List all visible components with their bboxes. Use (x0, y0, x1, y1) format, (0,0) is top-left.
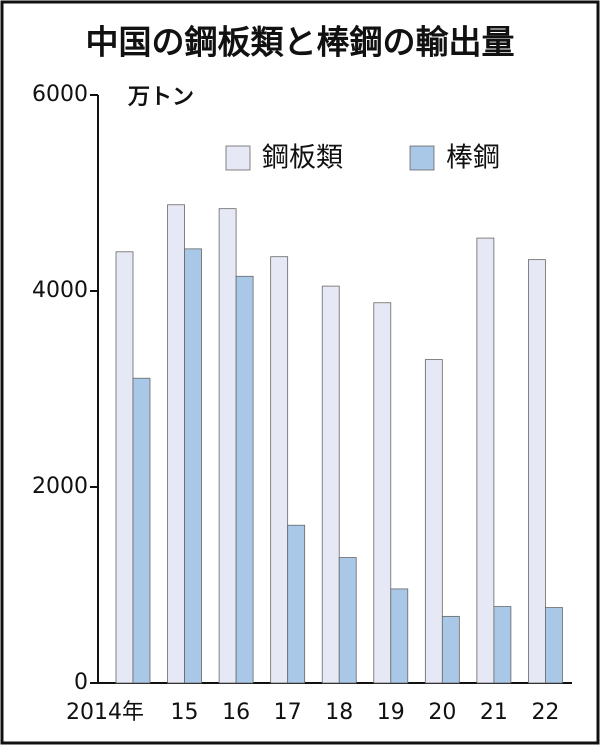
x-tick-label: 22 (531, 700, 559, 725)
bar (338, 557, 357, 684)
bar (115, 251, 134, 684)
bar (270, 256, 289, 684)
bar (321, 285, 340, 684)
x-tick-label: 18 (325, 700, 353, 725)
y-tick-label: 2000 (32, 474, 88, 499)
y-tick-label: 0 (74, 670, 88, 695)
bar (132, 377, 151, 684)
bar (424, 359, 443, 684)
bar (493, 606, 512, 684)
x-tick-label: 20 (428, 700, 456, 725)
x-tick-label: 16 (222, 700, 250, 725)
legend-label: 鋼板類 (262, 143, 343, 174)
unit-label: 万トン (127, 85, 194, 110)
legend-swatch (409, 145, 435, 171)
bar (218, 208, 237, 684)
bar (373, 302, 392, 684)
bar (235, 275, 254, 684)
legend-swatch (225, 145, 251, 171)
bar (287, 524, 306, 684)
chart-title: 中国の鋼板類と棒鋼の輸出量 (86, 23, 515, 62)
x-tick-label: 17 (274, 700, 302, 725)
y-tick-label: 6000 (32, 82, 88, 107)
bar (476, 237, 495, 684)
x-tick-label: 19 (377, 700, 405, 725)
x-tick-label: 15 (171, 700, 199, 725)
y-tick-label: 4000 (32, 278, 88, 303)
bar (545, 607, 563, 684)
bar (390, 588, 409, 684)
bar (184, 248, 202, 684)
legend-label: 棒鋼 (446, 143, 500, 174)
bar (167, 204, 185, 684)
bar (441, 615, 460, 684)
bar (528, 259, 546, 684)
x-tick-label: 21 (480, 700, 508, 725)
x-tick-label: 2014年 (66, 700, 144, 725)
